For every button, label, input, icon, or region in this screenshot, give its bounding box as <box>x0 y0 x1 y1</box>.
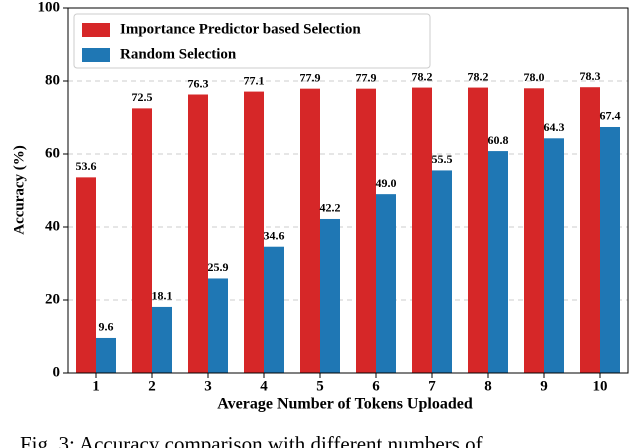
y-tick-label: 60 <box>45 145 60 161</box>
bar <box>132 108 152 373</box>
x-tick-label: 5 <box>316 378 324 394</box>
value-label: 55.5 <box>432 152 453 166</box>
x-tick-label: 7 <box>428 378 436 394</box>
value-label: 60.8 <box>488 133 509 147</box>
bar <box>300 88 320 373</box>
x-tick-label: 8 <box>484 378 492 394</box>
y-tick-label: 20 <box>45 291 60 307</box>
x-tick-label: 6 <box>372 378 380 394</box>
value-label: 77.9 <box>356 70 377 84</box>
y-tick-label: 0 <box>53 364 61 380</box>
value-label: 9.6 <box>99 320 114 334</box>
value-label: 78.2 <box>468 69 489 83</box>
x-tick-label: 9 <box>540 378 548 394</box>
value-label: 77.1 <box>244 73 265 87</box>
bar <box>356 88 376 373</box>
bar <box>600 126 620 374</box>
bar <box>524 88 544 374</box>
x-tick-label: 2 <box>148 378 156 394</box>
bar <box>188 94 208 373</box>
y-tick-label: 80 <box>45 72 60 88</box>
plot-frame <box>67 7 629 374</box>
legend-swatch <box>82 23 110 37</box>
bar <box>432 170 452 373</box>
x-tick-label: 3 <box>204 378 212 394</box>
value-label: 64.3 <box>544 120 565 134</box>
bar <box>468 87 488 373</box>
caption: Fig. 3: Accuracy comparison with differe… <box>20 432 483 448</box>
bar <box>244 91 264 374</box>
bar <box>412 87 432 373</box>
bar <box>76 177 96 373</box>
value-label: 78.3 <box>580 69 601 83</box>
legend-label: Importance Predictor based Selection <box>120 21 361 37</box>
value-label: 78.0 <box>524 70 545 84</box>
value-label: 72.5 <box>132 90 153 104</box>
x-axis-label: Average Number of Tokens Uploaded <box>217 396 473 413</box>
x-tick-label: 4 <box>260 378 268 394</box>
legend <box>73 13 431 69</box>
value-label: 78.2 <box>412 69 433 83</box>
bar <box>264 246 284 373</box>
bar <box>208 278 228 373</box>
value-label: 42.2 <box>320 201 341 215</box>
bar <box>376 194 396 373</box>
bar <box>96 337 116 373</box>
y-tick-label: 100 <box>38 0 61 15</box>
value-label: 67.4 <box>600 109 621 123</box>
legend-label: Random Selection <box>120 46 237 62</box>
y-axis-label: Accuracy (%) <box>11 145 27 235</box>
value-label: 25.9 <box>208 260 229 274</box>
x-tick-label: 1 <box>92 378 100 394</box>
x-tick-label: 10 <box>593 378 608 394</box>
legend-swatch <box>82 48 110 62</box>
bar <box>544 138 564 373</box>
value-label: 76.3 <box>188 76 209 90</box>
value-label: 18.1 <box>152 289 173 303</box>
value-label: 53.6 <box>76 159 97 173</box>
value-label: 49.0 <box>376 176 397 190</box>
bar <box>580 87 600 373</box>
value-label: 34.6 <box>264 228 285 242</box>
y-tick-label: 40 <box>45 218 60 234</box>
bar <box>320 218 340 373</box>
bar <box>152 306 172 373</box>
value-label: 77.9 <box>300 70 321 84</box>
bar <box>488 151 508 373</box>
